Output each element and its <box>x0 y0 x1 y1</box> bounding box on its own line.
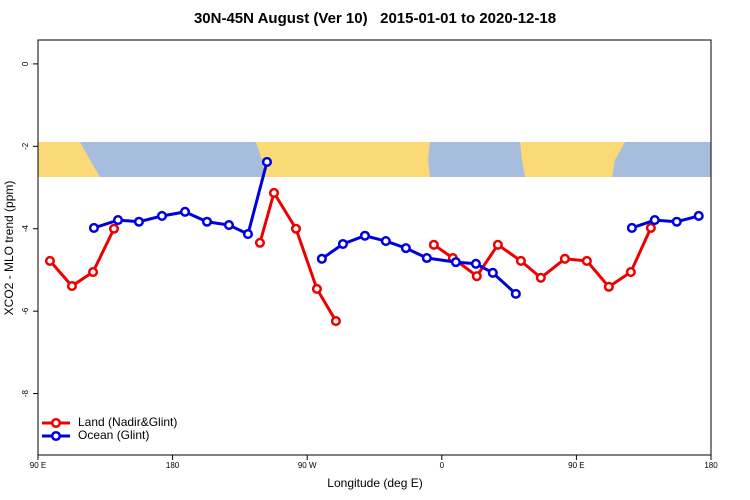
data-point <box>290 223 302 234</box>
map-band <box>38 142 711 177</box>
data-point <box>156 210 168 222</box>
data-point <box>492 239 503 250</box>
data-point <box>428 239 439 250</box>
data-point <box>645 222 656 233</box>
data-point <box>671 216 682 227</box>
series-line <box>631 214 700 230</box>
data-point <box>223 219 235 231</box>
data-point <box>112 215 124 226</box>
data-point <box>693 210 704 222</box>
data-point <box>535 272 546 283</box>
legend-marker <box>50 417 62 429</box>
legend-marker <box>50 430 62 442</box>
series-line <box>320 234 517 295</box>
data-point <box>400 243 411 254</box>
x-tick-label: 180 <box>704 461 718 470</box>
data-point <box>66 280 77 292</box>
data-point <box>471 271 482 282</box>
y-tick-label: -8 <box>21 389 30 397</box>
data-point <box>515 255 526 266</box>
data-point <box>108 223 120 234</box>
data-point <box>470 258 481 269</box>
map-land <box>520 142 625 177</box>
chart-title: 30N-45N August (Ver 10) 2015-01-01 to 20… <box>194 10 556 27</box>
legend-label: Land (Nadir&Glint) <box>78 415 177 429</box>
plot-frame <box>37 39 712 456</box>
data-point <box>559 253 570 264</box>
map-land <box>38 142 100 177</box>
data-point <box>625 266 636 278</box>
x-tick-label: 90 E <box>30 461 46 470</box>
x-tick-label: 90 W <box>298 461 317 470</box>
x-tick-label: 90 E <box>568 461 584 470</box>
x-tick-label: 180 <box>166 461 180 470</box>
y-tick-label: 0 <box>21 61 30 66</box>
data-point <box>201 216 213 227</box>
y-axis-title: XCO2 - MLO trend (ppm) <box>2 181 16 316</box>
data-point <box>450 257 461 268</box>
legend-label: Ocean (Glint) <box>78 428 149 442</box>
data-point <box>311 283 322 294</box>
data-point <box>261 156 273 168</box>
data-point <box>87 266 99 278</box>
x-axis-title: Longitude (deg E) <box>327 476 422 490</box>
data-point <box>179 206 191 217</box>
data-point <box>359 230 370 241</box>
data-point <box>649 215 660 226</box>
map-land <box>256 142 430 177</box>
legend: Land (Nadir&Glint)Ocean (Glint) <box>42 415 177 442</box>
data-point <box>337 238 348 250</box>
x-tick-label: 0 <box>440 461 445 470</box>
data-point <box>330 316 341 327</box>
data-point <box>581 255 592 266</box>
data-point <box>242 229 254 240</box>
data-point <box>487 267 498 278</box>
series-line <box>48 228 116 289</box>
data-point <box>88 222 99 233</box>
y-tick-label: -4 <box>21 225 30 233</box>
data-point <box>44 255 56 266</box>
data-point <box>603 281 614 292</box>
data-point <box>254 237 265 248</box>
data-point <box>268 187 280 198</box>
y-tick-label: -2 <box>21 142 30 150</box>
data-point <box>133 216 144 227</box>
data-point <box>626 222 637 233</box>
data-point <box>421 252 432 264</box>
data-point <box>380 236 391 247</box>
y-tick-label: -6 <box>21 307 30 315</box>
data-point <box>316 253 327 264</box>
data-point <box>510 288 521 299</box>
